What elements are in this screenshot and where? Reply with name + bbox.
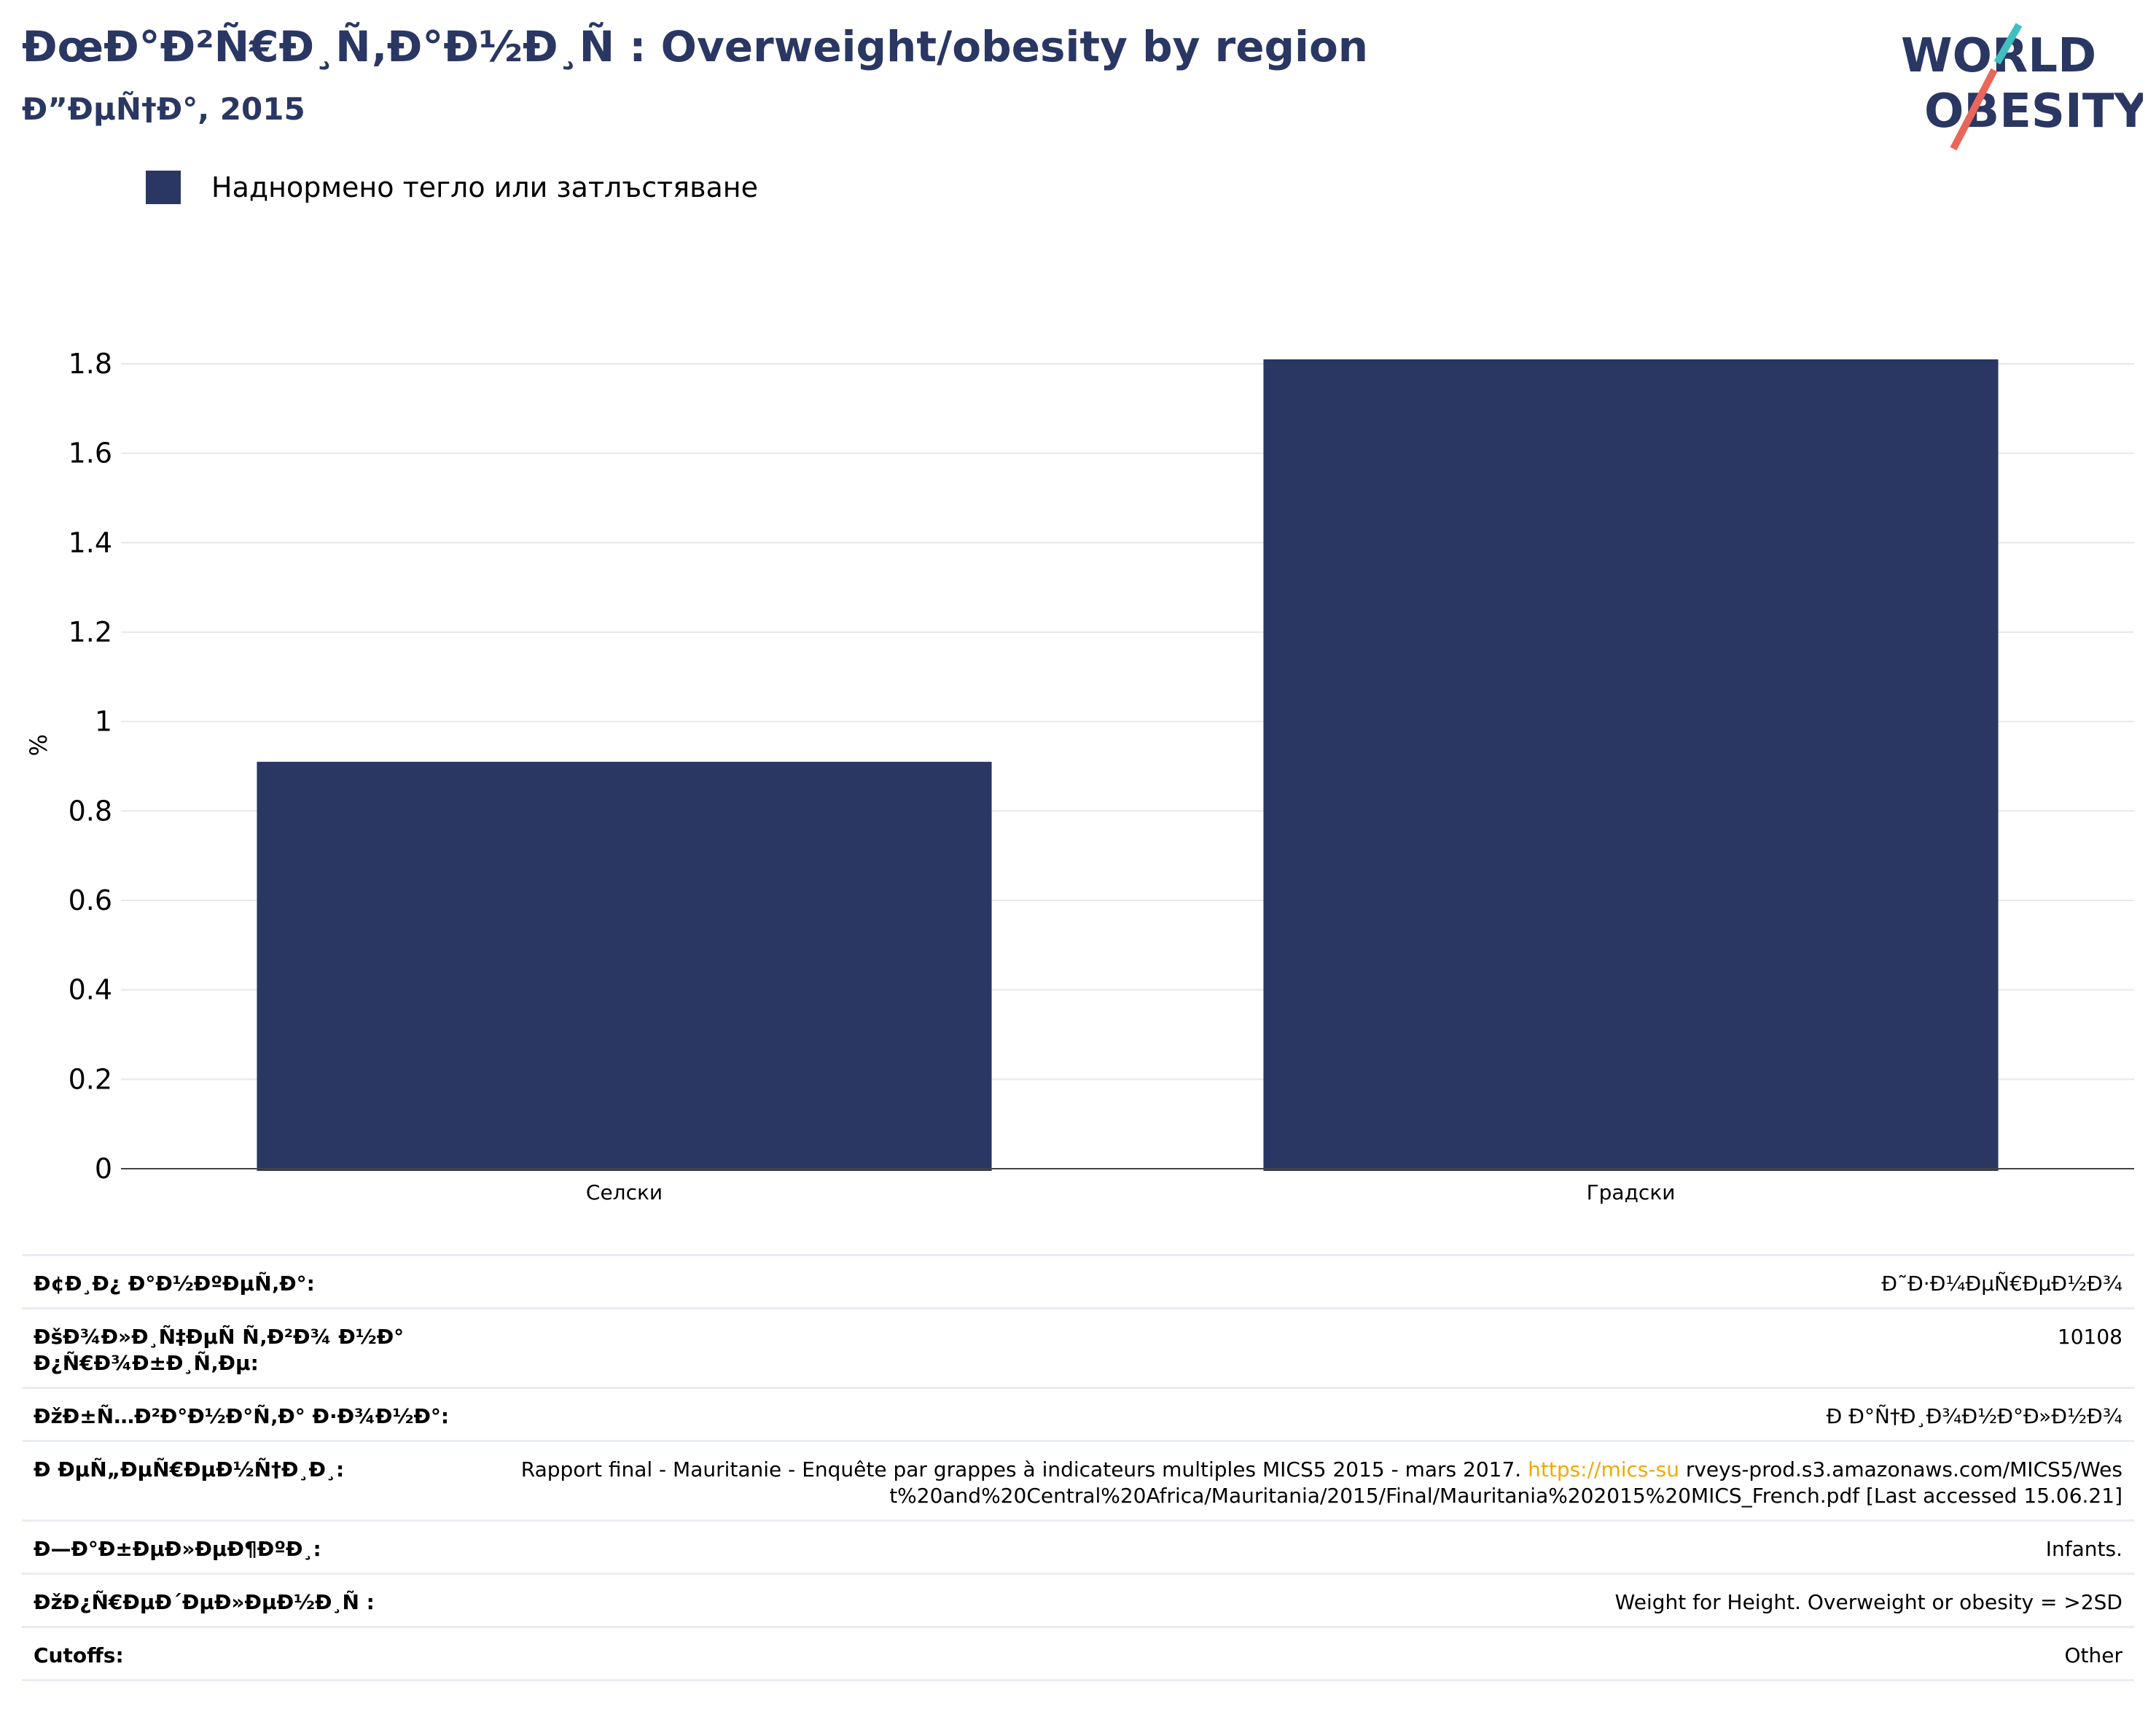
y-tick-label: 1.4: [69, 526, 112, 558]
metadata-key: ÐžÐ¿Ñ€ÐµÐ´ÐµÐ»ÐµÐ½Ð¸Ñ :: [34, 1590, 375, 1614]
metadata-row: Ð ÐµÑ„ÐµÑ€ÐµÐ½Ñ†Ð¸Ð¸: Rapport final - Mau…: [22, 1440, 2134, 1519]
legend-label: Наднормено тегло или затлъстяване: [211, 171, 758, 203]
y-tick-label: 0: [95, 1153, 112, 1185]
y-tick-label: 0.6: [69, 884, 112, 916]
metadata-key: Ð¢Ð¸Ð¿ Ð°Ð½ÐºÐµÑ‚Ð°:: [34, 1272, 315, 1296]
metadata-table: Ð¢Ð¸Ð¿ Ð°Ð½ÐºÐµÑ‚Ð°: Ð˜Ð·Ð¼ÐµÑ€ÐµÐ½Ð¾ ÐšÐ¾…: [22, 1254, 2134, 1681]
logo-slash-red: [1950, 68, 1998, 151]
bar-2: [1263, 359, 1999, 1171]
metadata-key: Ð ÐµÑ„ÐµÑ€ÐµÐ½Ñ†Ð¸Ð¸:: [34, 1457, 345, 1481]
y-axis-label: %: [25, 734, 52, 756]
metadata-value: Ð Ð°Ñ†Ð¸Ð¾Ð½Ð°Ð»Ð½Ð¾: [1826, 1404, 2122, 1428]
metadata-row: ÐžÐ±Ñ…Ð²Ð°Ð½Ð°Ñ‚Ð° Ð·Ð¾Ð½Ð°: Ð Ð°Ñ†Ð¸Ð¾Ð½…: [22, 1387, 2134, 1440]
y-tick-label: 1.6: [69, 437, 112, 470]
metadata-value: Rapport final - Mauritanie - Enquête par…: [520, 1457, 2122, 1508]
y-tick-label: 0.4: [69, 974, 112, 1006]
metadata-value: 10108: [2057, 1325, 2122, 1349]
metadata-row: Ð¢Ð¸Ð¿ Ð°Ð½ÐºÐµÑ‚Ð°: Ð˜Ð·Ð¼ÐµÑ€ÐµÐ½Ð¾: [22, 1254, 2134, 1307]
metadata-row: ÐšÐ¾Ð»Ð¸Ñ‡ÐµÑ Ñ‚Ð²Ð¾ Ð½Ð° Ð¿Ñ€Ð¾Ð±Ð¸Ñ‚Ðµ…: [22, 1307, 2134, 1387]
world-obesity-logo: WORLD OBESITY: [1901, 23, 2143, 151]
metadata-value: Weight for Height. Overweight or obesity…: [1614, 1590, 2122, 1614]
logo-slash-teal: [1993, 23, 2023, 65]
metadata-key: Ð—Ð°Ð±ÐµÐ»ÐµÐ¶ÐºÐ¸:: [34, 1537, 321, 1561]
reference-link[interactable]: https://mics-su: [1528, 1457, 1679, 1481]
metadata-row: Cutoffs: Other: [22, 1626, 2134, 1681]
metadata-key: ÐšÐ¾Ð»Ð¸Ñ‡ÐµÑ Ñ‚Ð²Ð¾ Ð½Ð° Ð¿Ñ€Ð¾Ð±Ð¸Ñ‚Ðµ…: [34, 1325, 405, 1375]
metadata-key: Cutoffs:: [34, 1643, 124, 1667]
logo-word-obesity: OBESITY: [1924, 85, 2143, 139]
metadata-value: Ð˜Ð·Ð¼ÐµÑ€ÐµÐ½Ð¾: [1881, 1272, 2122, 1296]
x-tick-label: Селски: [586, 1180, 663, 1204]
x-tick-label: Градски: [1587, 1180, 1676, 1204]
chart-title: ÐœÐ°Ð²Ñ€Ð¸Ñ‚Ð°Ð½Ð¸Ñ : Overweight/obesity…: [22, 22, 1369, 71]
y-tick-label: 1: [95, 706, 112, 738]
metadata-value: Other: [2064, 1643, 2122, 1667]
legend-swatch: [146, 171, 181, 204]
metadata-key: ÐžÐ±Ñ…Ð²Ð°Ð½Ð°Ñ‚Ð° Ð·Ð¾Ð½Ð°:: [34, 1404, 450, 1428]
bar-1: [257, 761, 992, 1171]
metadata-row: ÐžÐ¿Ñ€ÐµÐ´ÐµÐ»ÐµÐ½Ð¸Ñ : Weight for Height…: [22, 1573, 2134, 1626]
chart-subtitle: Ð”ÐµÑ†Ð°, 2015: [22, 91, 305, 127]
y-tick-label: 0.2: [69, 1063, 112, 1095]
metadata-value: Infants.: [2045, 1537, 2122, 1561]
y-tick-label: 0.8: [69, 795, 112, 827]
bar-chart: % 0 0.2 0.4 0.6 0.8 1 1.2 1.4 1.6 1.8 Селски Градс…: [25, 348, 2134, 1204]
y-tick-label: 1.8: [69, 348, 112, 380]
metadata-row: Ð—Ð°Ð±ÐµÐ»ÐµÐ¶ÐºÐ¸: Infants.: [22, 1519, 2134, 1573]
y-tick-label: 1.2: [69, 616, 112, 648]
